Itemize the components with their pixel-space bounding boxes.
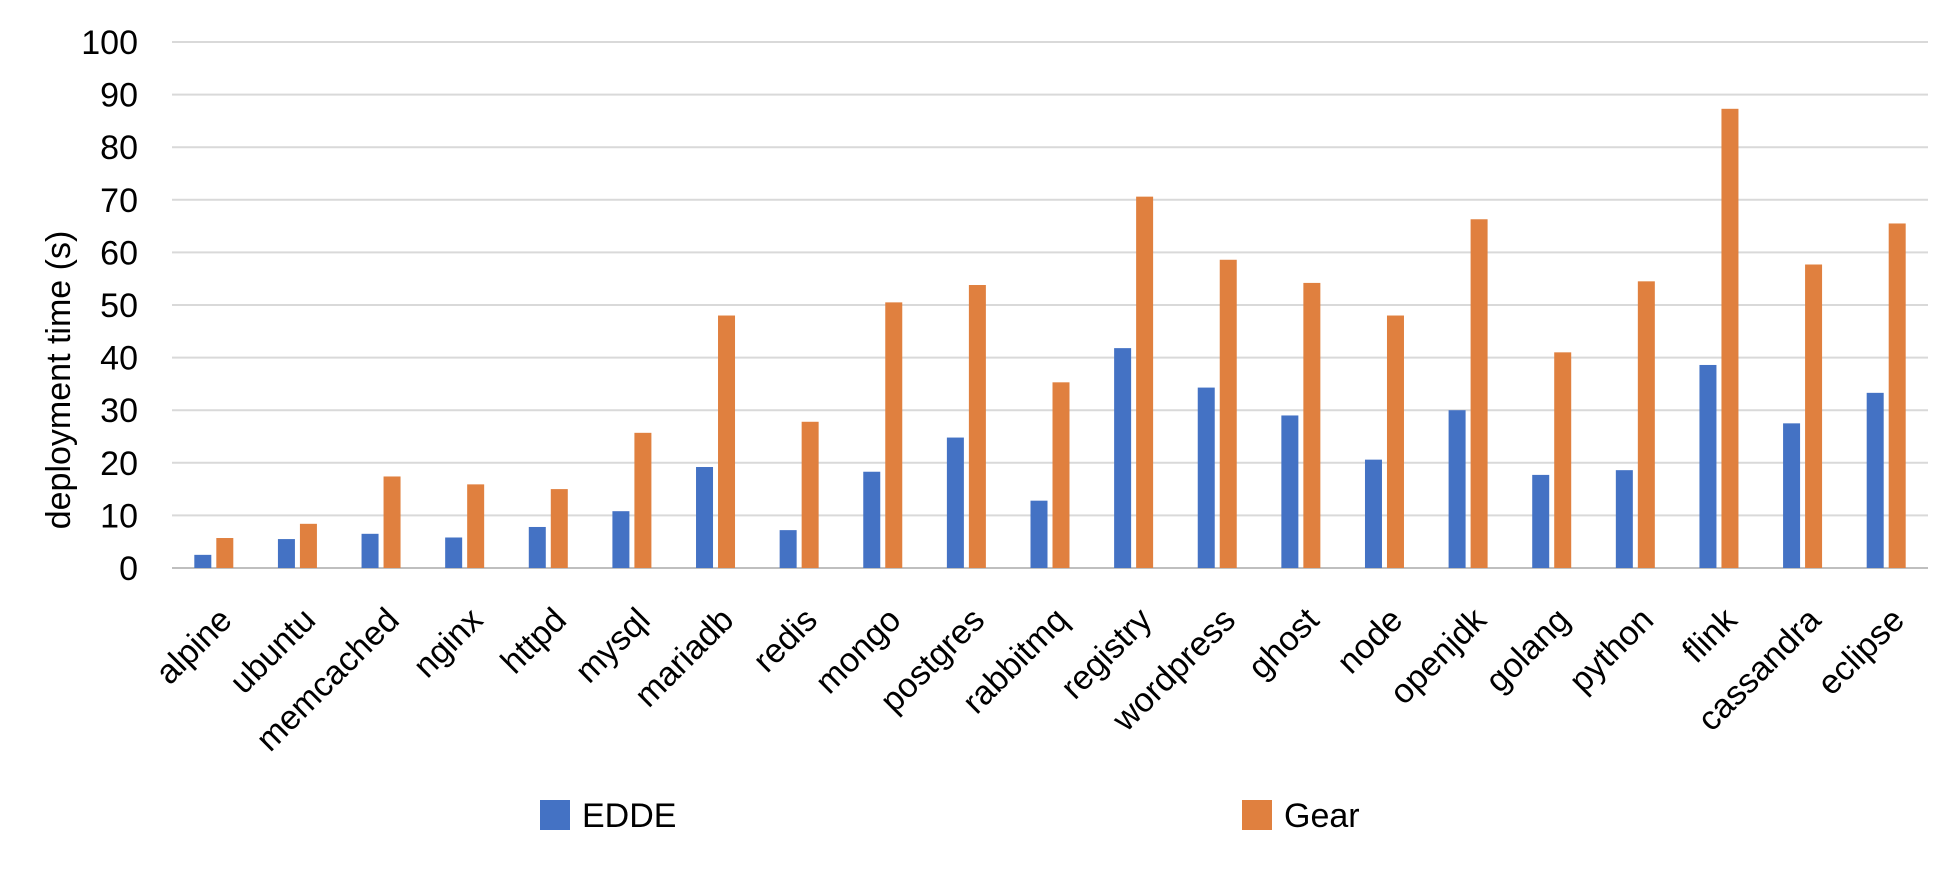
- bar-gear-redis: [801, 421, 819, 568]
- legend-item-gear: Gear: [1242, 797, 1360, 835]
- bar-edde-redis: [779, 530, 797, 568]
- bar-edde-ubuntu: [277, 539, 295, 568]
- x-tick-label-httpd: httpd: [494, 601, 574, 681]
- bar-edde-node: [1364, 459, 1382, 568]
- x-tick-label-eclipse: eclipse: [1810, 601, 1912, 703]
- bar-gear-ubuntu: [299, 523, 317, 568]
- bar-edde-postgres: [946, 437, 964, 568]
- legend-swatch-edde: [540, 800, 570, 830]
- bar-edde-wordpress: [1197, 387, 1215, 568]
- y-tick-label-10: 10: [100, 497, 138, 535]
- y-tick-label-30: 30: [100, 392, 138, 430]
- y-tick-label-60: 60: [100, 234, 138, 272]
- bar-edde-rabbitmq: [1030, 500, 1048, 568]
- bar-edde-mysql: [612, 511, 630, 568]
- x-tick-label-redis: redis: [746, 601, 825, 680]
- y-tick-label-90: 90: [100, 77, 138, 115]
- y-tick-label-20: 20: [100, 445, 138, 483]
- x-tick-label-python: python: [1562, 601, 1661, 700]
- bar-edde-ghost: [1281, 415, 1299, 568]
- bar-gear-flink: [1721, 108, 1739, 568]
- y-tick-label-100: 100: [81, 24, 138, 62]
- bar-edde-nginx: [445, 537, 463, 568]
- bars: [194, 108, 1906, 569]
- bar-gear-python: [1637, 281, 1655, 568]
- bar-edde-memcached: [361, 533, 379, 568]
- y-tick-label-50: 50: [100, 287, 138, 325]
- bar-gear-cassandra: [1805, 264, 1823, 568]
- bar-gear-eclipse: [1888, 223, 1906, 568]
- bar-edde-mongo: [863, 471, 881, 568]
- legend: EDDE Gear: [540, 797, 1360, 835]
- bar-gear-httpd: [550, 489, 568, 568]
- bar-gear-mysql: [634, 432, 652, 568]
- bar-edde-mariadb: [696, 467, 714, 568]
- bar-gear-postgres: [968, 285, 986, 568]
- bar-edde-openjdk: [1448, 410, 1466, 568]
- bar-edde-alpine: [194, 554, 212, 568]
- legend-item-edde: EDDE: [540, 797, 676, 835]
- legend-swatch-gear: [1242, 800, 1272, 830]
- bar-gear-rabbitmq: [1052, 382, 1070, 568]
- legend-label-gear: Gear: [1284, 797, 1360, 835]
- bar-edde-eclipse: [1866, 392, 1884, 568]
- bar-edde-flink: [1699, 364, 1717, 568]
- x-tick-label-golang: golang: [1478, 601, 1577, 700]
- bar-gear-openjdk: [1470, 219, 1488, 568]
- legend-label-edde: EDDE: [582, 797, 676, 835]
- bar-gear-nginx: [467, 484, 485, 568]
- x-tick-label-nginx: nginx: [406, 601, 490, 685]
- x-tick-label-flink: flink: [1675, 600, 1745, 670]
- x-tick-label-ghost: ghost: [1241, 600, 1327, 686]
- x-tick-label-openjdk: openjdk: [1383, 600, 1495, 712]
- y-axis-ticks: 0 10 20 30 40 50 60 70 80 90 100: [81, 24, 138, 588]
- bar-gear-golang: [1554, 352, 1572, 568]
- gridlines: [172, 41, 1928, 569]
- bar-gear-ghost: [1303, 282, 1321, 568]
- bar-gear-node: [1386, 315, 1404, 568]
- y-tick-label-80: 80: [100, 129, 138, 167]
- y-tick-label-70: 70: [100, 182, 138, 220]
- bar-edde-cassandra: [1783, 423, 1801, 568]
- bar-gear-mongo: [885, 302, 903, 568]
- y-tick-label-0: 0: [119, 550, 138, 588]
- bar-gear-registry: [1136, 196, 1154, 569]
- bar-edde-golang: [1532, 474, 1550, 568]
- y-tick-label-40: 40: [100, 340, 138, 378]
- bar-gear-wordpress: [1219, 259, 1237, 568]
- bar-edde-python: [1615, 470, 1633, 568]
- y-axis-title: deployment time (s): [40, 231, 78, 530]
- bar-gear-mariadb: [718, 315, 736, 568]
- bar-edde-httpd: [528, 526, 546, 568]
- bar-gear-alpine: [216, 538, 234, 568]
- bar-gear-memcached: [383, 476, 401, 568]
- bar-edde-registry: [1114, 348, 1132, 568]
